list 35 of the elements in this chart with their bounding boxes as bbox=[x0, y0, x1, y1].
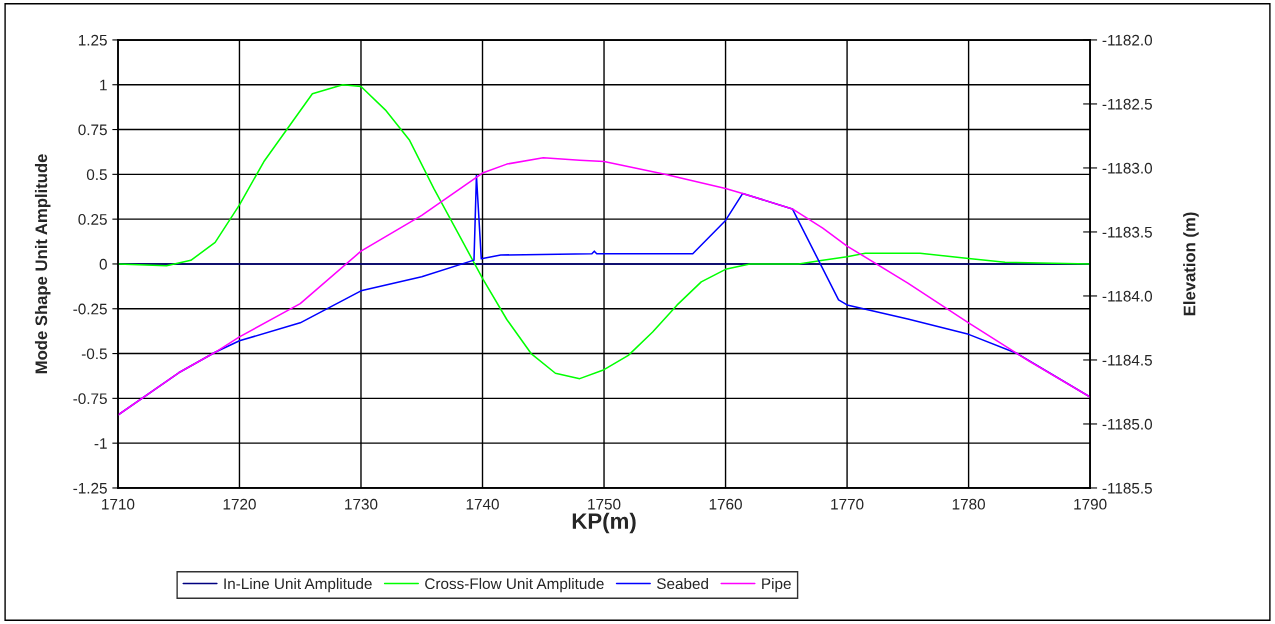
y-tick-label: -0.5 bbox=[81, 348, 107, 360]
x-tick-label: 1730 bbox=[345, 498, 378, 510]
x-tick-label: 1770 bbox=[831, 498, 864, 510]
y2-tick-label: -1184.5 bbox=[1102, 354, 1152, 366]
y2-axis-title: Elevation (m) bbox=[1183, 212, 1199, 316]
y2-tick-label: -1182.0 bbox=[1102, 34, 1153, 46]
legend-label: Pipe bbox=[762, 577, 791, 593]
x-tick-label: 1750 bbox=[588, 498, 621, 510]
y2-tick-label: -1183.5 bbox=[1102, 226, 1152, 238]
y-tick-label: 1 bbox=[100, 79, 107, 91]
x-tick-label: 1780 bbox=[952, 498, 985, 510]
y-tick-label: 0.5 bbox=[86, 169, 107, 181]
x-tick-label: 1790 bbox=[1074, 498, 1107, 510]
legend-label: In-Line Unit Amplitude bbox=[224, 577, 372, 593]
y-tick-label: 0.25 bbox=[78, 214, 107, 225]
y-tick-label: 0.75 bbox=[78, 124, 107, 136]
x-tick-label: 1720 bbox=[223, 498, 256, 510]
y2-tick-label: -1185.5 bbox=[1102, 482, 1152, 494]
y2-tick-label: -1185.0 bbox=[1102, 418, 1153, 430]
y2-tick-label: -1182.5 bbox=[1102, 98, 1152, 110]
y-tick-label: -0.25 bbox=[73, 303, 107, 315]
y-tick-label: 1.25 bbox=[78, 34, 107, 46]
x-tick-label: 1760 bbox=[709, 498, 742, 510]
y-tick-label: -1.25 bbox=[73, 482, 107, 494]
y-tick-label: 0 bbox=[99, 258, 107, 270]
x-axis-title: KP(m) bbox=[572, 512, 636, 534]
x-tick-label: 1710 bbox=[102, 498, 135, 510]
y2-tick-label: -1183.0 bbox=[1102, 162, 1153, 174]
y2-tick-label: -1184.0 bbox=[1102, 290, 1153, 302]
y-tick-label: -0.75 bbox=[73, 393, 107, 405]
x-tick-label: 1740 bbox=[466, 498, 499, 510]
y-tick-label: -1 bbox=[94, 438, 107, 449]
legend-label: Cross-Flow Unit Amplitude bbox=[425, 577, 604, 593]
y-axis-title: Mode Shape Unit Amplitude bbox=[34, 154, 51, 374]
legend-label: Seabed bbox=[657, 577, 708, 590]
